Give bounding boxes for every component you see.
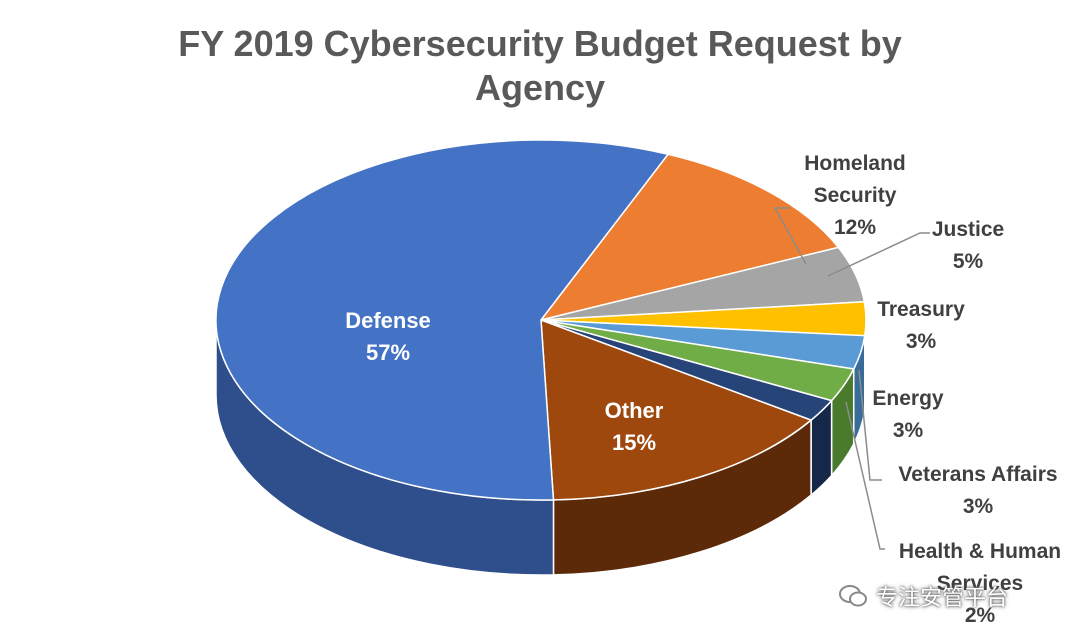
- data-label-energy-line-1: Energy: [872, 387, 944, 410]
- data-label-homeland-security-line-3: 12%: [834, 216, 876, 239]
- chart-title-line-2: Agency: [474, 67, 606, 108]
- leader-line-justice: [827, 232, 930, 277]
- watermark-text: 专注安管平台: [876, 585, 1009, 610]
- leader-lines: [773, 207, 930, 550]
- data-label-defense: Defense 57%: [345, 308, 431, 365]
- leader-line-homeland-security: [773, 207, 807, 265]
- data-label-veterans-affairs-line-2: 3%: [963, 495, 994, 518]
- data-label-homeland-security-line-1: Homeland: [804, 152, 906, 175]
- pie-slice-defense: [215, 139, 669, 501]
- data-label-other-line-1: Other: [605, 398, 664, 423]
- data-label-other: Other 15%: [605, 398, 664, 455]
- wechat-icon: [839, 585, 867, 607]
- data-label-defense-line-2: 57%: [366, 340, 410, 365]
- data-label-energy: Energy 3%: [872, 387, 944, 442]
- data-label-energy-line-2: 3%: [893, 419, 924, 442]
- pie-slice-homeland-security: [540, 153, 840, 321]
- data-label-health-human-services-line-3: 2%: [965, 604, 996, 627]
- data-label-veterans-affairs-line-1: Veterans Affairs: [898, 463, 1057, 486]
- data-label-treasury-line-1: Treasury: [877, 298, 965, 321]
- pie-sides: [215, 319, 867, 576]
- pie-tops: [215, 139, 867, 501]
- chart-title-line-1: FY 2019 Cybersecurity Budget Request by: [178, 23, 902, 64]
- data-label-other-line-2: 15%: [612, 430, 656, 455]
- data-label-homeland-security-line-2: Security: [814, 184, 897, 207]
- data-label-defense-line-1: Defense: [345, 308, 431, 333]
- data-label-homeland-security: Homeland Security 12%: [804, 152, 906, 239]
- data-label-treasury-line-2: 3%: [906, 330, 937, 353]
- data-label-health-human-services-line-2: Services: [937, 572, 1023, 595]
- data-label-health-human-services-line-1: Health & Human: [899, 540, 1061, 563]
- pie-slice-other: [540, 319, 812, 501]
- data-label-health-human-services: Health & Human Services 2%: [899, 540, 1061, 627]
- data-label-justice-line-2: 5%: [953, 250, 984, 273]
- data-label-justice: Justice 5%: [932, 218, 1004, 273]
- data-label-justice-line-1: Justice: [932, 218, 1004, 241]
- chart-title: FY 2019 Cybersecurity Budget Request by …: [0, 22, 1080, 110]
- leader-line-veterans-affairs: [858, 369, 882, 481]
- data-labels: Homeland Security 12% Justice 5%Treasury 3%Ve…: [345, 152, 1061, 627]
- data-label-treasury: Treasury 3%: [877, 298, 965, 353]
- leader-line-health-human-services: [845, 401, 885, 550]
- watermark: 专注安管平台: [838, 578, 1008, 614]
- data-label-veterans-affairs: Veterans Affairs 3%: [898, 463, 1057, 518]
